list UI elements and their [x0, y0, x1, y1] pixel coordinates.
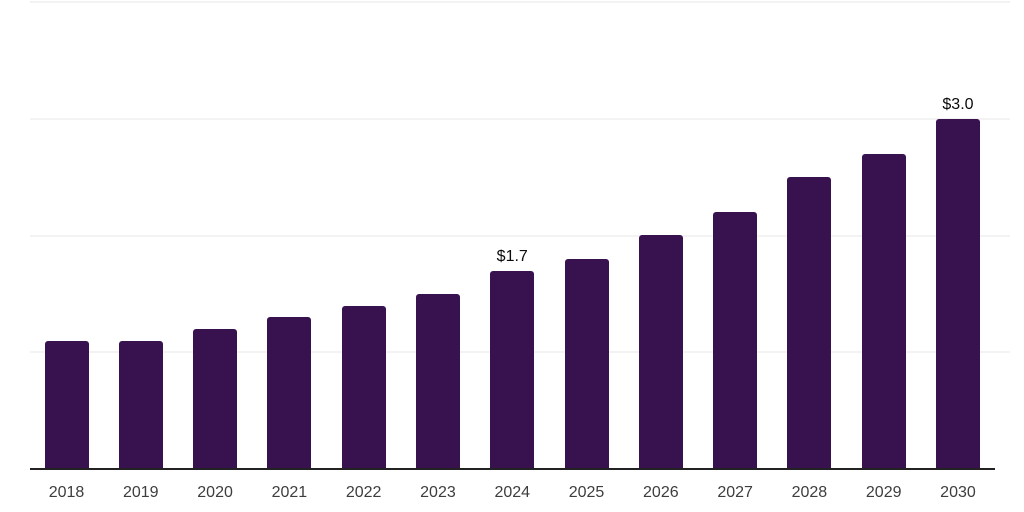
x-tick-2018: 2018 [48, 484, 85, 501]
x-axis-line [30, 468, 995, 470]
x-tick-2021: 2021 [271, 484, 308, 501]
x-tick-2027: 2027 [717, 484, 753, 501]
x-tick-2020: 2020 [197, 484, 233, 501]
gridline-2 [30, 234, 1010, 237]
bar-2028 [787, 177, 832, 469]
gridline-4 [30, 1, 1010, 3]
bar-2030 [935, 119, 980, 469]
bar-value-2030: $3.0 [942, 96, 974, 113]
bar-2025 [564, 259, 609, 469]
bar-2023 [415, 294, 460, 469]
x-tick-2023: 2023 [420, 484, 456, 501]
x-tick-2030: 2030 [940, 484, 976, 501]
bar-2029 [861, 154, 906, 469]
x-tick-2026: 2026 [643, 484, 679, 501]
bar-2018 [44, 341, 89, 469]
bar-2027 [713, 212, 758, 469]
x-tick-2019: 2019 [122, 484, 159, 501]
bar-2020 [193, 329, 238, 469]
bar-value-2024: $1.7 [496, 248, 528, 265]
x-tick-2024: 2024 [494, 484, 531, 501]
bar-2024 [490, 271, 535, 469]
bar-2019 [118, 341, 163, 469]
bar-2026 [638, 235, 683, 469]
x-tick-2022: 2022 [345, 484, 382, 501]
gridline-3 [30, 117, 1010, 120]
bar-2022 [341, 306, 386, 469]
x-tick-2028: 2028 [791, 484, 828, 501]
x-tick-2029: 2029 [865, 484, 902, 501]
x-tick-2025: 2025 [568, 484, 605, 501]
bar-2021 [267, 317, 312, 469]
